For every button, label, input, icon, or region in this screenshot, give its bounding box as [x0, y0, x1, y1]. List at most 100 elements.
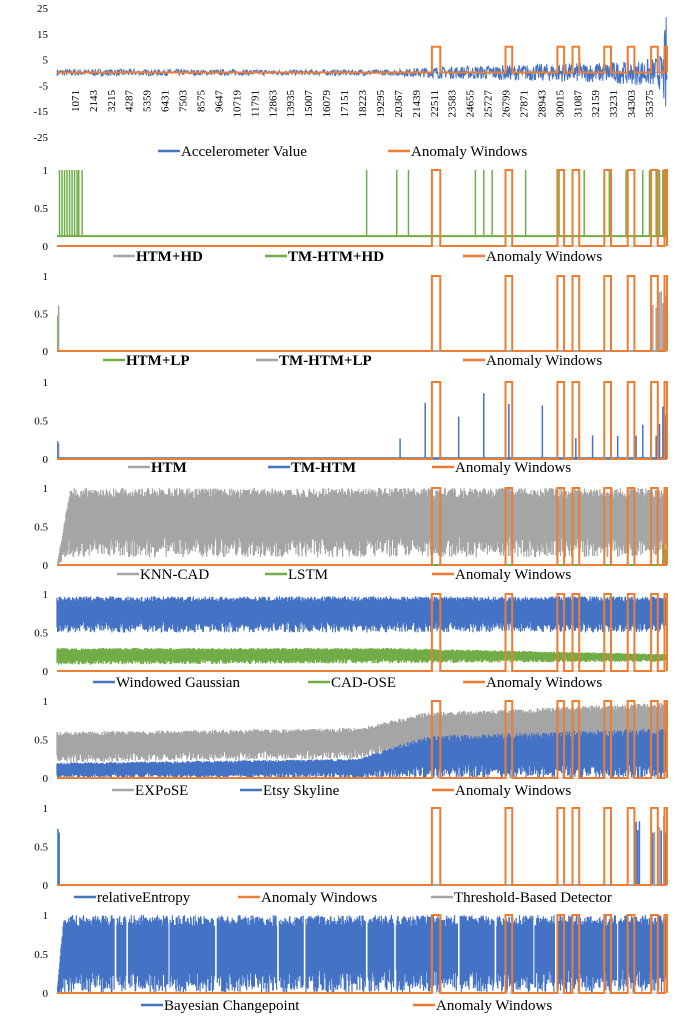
legend: Bayesian Changepoint Anomaly Windows [141, 998, 552, 1014]
series-windowed-gaussian [56, 596, 668, 633]
legend: HTM+LP TM-HTM+LP Anomaly Windows [103, 353, 602, 369]
legend: HTM TM-HTM Anomaly Windows [128, 460, 571, 476]
anomaly-windows-line [57, 914, 668, 994]
y-tick-label: 1 [43, 910, 49, 922]
x-tick-label: 27871 [519, 90, 531, 118]
anomaly-windows-line [57, 169, 668, 247]
y-tick-label: 0 [43, 241, 49, 253]
y-tick-label: 0.5 [34, 309, 48, 321]
legend-label: KNN-CAD [140, 567, 209, 583]
x-tick-label: 1071 [70, 90, 82, 112]
anomaly-windows-line [57, 487, 668, 566]
anomaly-windows-line [57, 593, 668, 672]
legend-label: TM-HTM [291, 460, 356, 476]
legend-label: TM-HTM+LP [279, 353, 372, 369]
y-tick-label: 25 [37, 3, 49, 15]
chart-panel-5: 1 0.5 0 KNN-CAD LSTM Anomaly Windows [34, 483, 668, 583]
y-tick-label: 1 [43, 696, 49, 708]
legend-label: HTM+HD [136, 249, 203, 265]
band-lines [56, 728, 668, 778]
legend-label: Windowed Gaussian [116, 675, 240, 691]
x-tick-label: 28943 [536, 90, 548, 118]
band-lines [56, 647, 668, 665]
legend-label: HTM [151, 460, 187, 476]
anomaly-windows-line [57, 45, 668, 74]
chart-panel-8: 1 0.5 0 relativeEntropy Anomaly Windows Thres… [34, 803, 668, 906]
y-tick-label: 0.5 [34, 203, 48, 215]
y-tick-label: 0 [43, 666, 49, 678]
x-tick-label: 35375 [644, 90, 656, 118]
y-tick-label: 0.5 [34, 628, 48, 640]
chart-panel-6: 1 0.5 0 Windowed Gaussian CAD-OSE Anomaly Win… [34, 589, 668, 691]
chart-panel-3: 1 0.5 0 HTM+LP TM-HTM+LP Anomaly Windows [34, 271, 668, 369]
x-tick-label: 30015 [554, 90, 566, 118]
x-tick-label: 25727 [483, 90, 495, 118]
y-tick-label: 0 [43, 346, 49, 358]
legend-label: Anomaly Windows [455, 783, 571, 799]
x-tick-label: 2143 [88, 90, 100, 113]
legend: HTM+HD TM-HTM+HD Anomaly Windows [113, 249, 602, 265]
anomaly-windows-line [57, 275, 668, 352]
x-tick-label: 22511 [429, 90, 441, 117]
y-tick-label: 0 [43, 454, 49, 466]
y-tick-label: 0 [43, 773, 49, 785]
x-tick-label: 21439 [411, 90, 423, 118]
series-etsy-skyline [56, 728, 668, 778]
chart-panel-2: 1 0.5 0 HTM+HD TM-HTM+HD Anomaly Windows [34, 165, 668, 265]
y-tick-label: -25 [33, 132, 48, 144]
legend-label: EXPoSE [135, 783, 188, 799]
legend-label: Anomaly Windows [436, 998, 552, 1014]
x-tick-label: 12863 [267, 90, 279, 118]
x-tick-label: 34303 [626, 90, 638, 118]
legend-label: TM-HTM+HD [288, 249, 384, 265]
anomaly-windows-line [57, 700, 668, 779]
x-tick-label: 23583 [447, 90, 459, 118]
anomaly-windows-line [57, 381, 668, 460]
legend-label: Etsy Skyline [263, 783, 340, 799]
anomaly-windows-line [57, 807, 668, 886]
y-tick-label: 5 [43, 55, 49, 67]
x-tick-label: 17151 [339, 90, 351, 118]
chart-panel-9: 1 0.5 0 Bayesian Changepoint Anomaly Windows [34, 910, 668, 1014]
x-tick-label: 33231 [608, 90, 620, 118]
band-lines [56, 702, 668, 763]
series-knn-cad [56, 488, 668, 565]
legend-label: Anomaly Windows [411, 144, 527, 160]
legend: KNN-CAD LSTM Anomaly Windows [117, 567, 571, 583]
series-threshold-based-detector [56, 816, 667, 886]
chart-panel-7: 1 0.5 0 EXPoSE Etsy Skyline Anomaly Windows [34, 696, 668, 799]
y-tick-label: 0.5 [34, 842, 48, 854]
chart-panel-1: 25 15 5 -5 -15 -25 1071 2143 3215 4287 5359 6431 750… [33, 3, 668, 160]
y-tick-label: 1 [43, 271, 49, 283]
y-tick-label: -15 [33, 106, 48, 118]
x-tick-label: 26799 [501, 90, 513, 118]
x-tick-label: 7503 [178, 90, 190, 113]
y-tick-label: -5 [39, 80, 49, 92]
chart-panel-4: 1 0.5 0 HTM TM-HTM Anomaly Windows [34, 377, 668, 476]
series-tm-htm-hd [56, 170, 667, 238]
legend-label: Anomaly Windows [455, 567, 571, 583]
y-tick-label: 15 [37, 29, 49, 41]
y-tick-label: 1 [43, 377, 49, 389]
y-tick-label: 0.5 [34, 949, 48, 961]
x-tick-label: 32159 [590, 90, 602, 118]
legend-label: Accelerometer Value [181, 144, 307, 160]
x-tick-label: 3215 [106, 90, 118, 113]
y-tick-label: 1 [43, 803, 49, 815]
x-tick-label: 18223 [357, 90, 369, 118]
legend-label: Anomaly Windows [486, 353, 602, 369]
y-tick-label: 0.5 [34, 522, 48, 534]
legend-label: Anomaly Windows [455, 460, 571, 476]
band-lines [56, 596, 668, 633]
y-tick-label: 0.5 [34, 735, 48, 747]
x-tick-label: 9647 [213, 90, 225, 113]
x-tick-label: 16079 [321, 90, 333, 118]
y-tick-label: 1 [43, 483, 49, 495]
series-bayesian-changepoint [56, 915, 668, 993]
y-tick-label: 1 [43, 589, 49, 601]
series-expose [56, 702, 668, 763]
y-tick-label: 0 [43, 880, 49, 892]
legend-label: Anomaly Windows [486, 249, 602, 265]
legend-label: LSTM [288, 567, 328, 583]
